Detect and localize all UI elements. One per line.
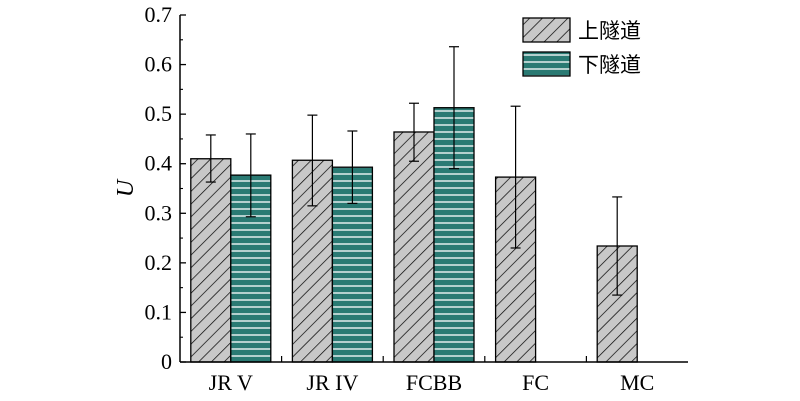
- y-tick-label: 0.2: [145, 250, 173, 275]
- y-tick-label: 0.7: [145, 2, 173, 27]
- error-bar-0-2: [409, 102, 419, 162]
- error-bar-0-4: [612, 196, 623, 296]
- y-tick-label: 0.5: [145, 101, 173, 126]
- error-bar-0-1: [307, 114, 318, 207]
- legend-label-0: 上隧道: [578, 19, 641, 43]
- y-tick-label: 0.6: [145, 52, 173, 77]
- x-tick-label: FC: [522, 370, 549, 395]
- y-tick-label: 0.1: [145, 299, 173, 324]
- error-bar-0-0: [205, 134, 216, 183]
- legend-label-1: 下隧道: [578, 53, 641, 77]
- x-tick-label: JR IV: [306, 370, 358, 395]
- legend-swatch-0: [522, 17, 571, 43]
- y-tick-label: 0.3: [145, 200, 173, 225]
- bar-upper-0: [190, 158, 232, 363]
- error-bar-1-0: [245, 133, 256, 218]
- error-bar-0-3: [510, 105, 521, 249]
- x-tick-label: MC: [620, 370, 654, 395]
- y-tick-label: 0: [161, 349, 172, 374]
- x-tick-label: JR V: [209, 370, 253, 395]
- error-bar-1-2: [449, 46, 459, 170]
- x-tick-label: FCBB: [406, 370, 462, 395]
- y-axis-title: U: [113, 178, 139, 197]
- y-tick-label: 0.4: [145, 151, 173, 176]
- bar-upper-2: [393, 131, 435, 363]
- legend-swatch-1: [522, 51, 571, 77]
- error-bar-1-1: [347, 130, 358, 204]
